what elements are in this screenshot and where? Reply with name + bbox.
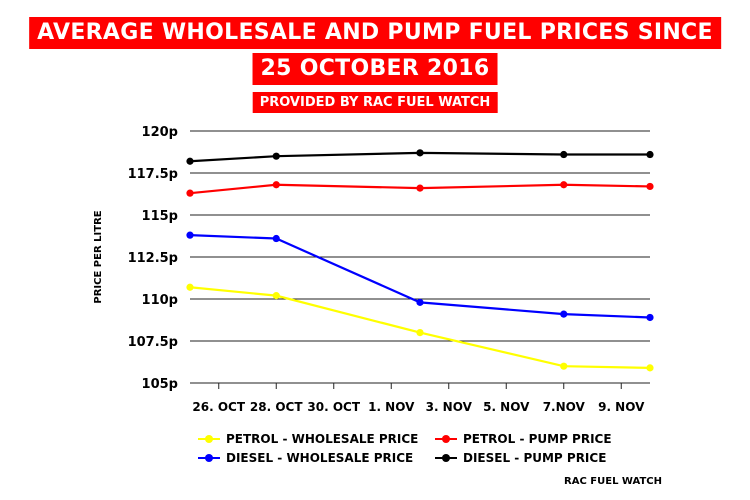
data-point xyxy=(560,310,568,318)
data-point xyxy=(646,182,654,191)
data-point xyxy=(272,292,280,300)
chart-title-line-1: AVERAGE WHOLESALE AND PUMP FUEL PRICES S… xyxy=(29,17,721,49)
y-tick-label: 115p xyxy=(142,209,178,224)
legend-swatch-petrol-wholesale xyxy=(198,435,220,443)
legend-label-diesel-pump: DIESEL - PUMP PRICE xyxy=(463,451,607,465)
x-tick-label: 28. OCT xyxy=(250,400,303,414)
legend-swatch-diesel-wholesale xyxy=(198,454,220,462)
y-tick-label: 117.5p xyxy=(128,167,178,182)
data-point xyxy=(416,329,424,337)
legend-item-petrol-pump: PETROL - PUMP PRICE xyxy=(435,432,612,446)
data-point xyxy=(560,150,568,159)
x-tick-label: 5. NOV xyxy=(483,400,530,414)
data-point xyxy=(186,157,194,165)
x-tick-label: 3. NOV xyxy=(426,400,473,414)
data-point xyxy=(646,150,654,159)
data-point xyxy=(272,152,280,160)
data-point xyxy=(416,184,424,192)
legend-label-petrol-wholesale: PETROL - WHOLESALE PRICE xyxy=(226,432,419,446)
y-tick-label: 110p xyxy=(142,293,178,308)
legend-swatch-diesel-pump xyxy=(435,454,457,462)
data-point xyxy=(646,313,654,322)
data-point xyxy=(416,149,424,157)
y-tick-label: 105p xyxy=(142,377,178,392)
legend-swatch-petrol-pump xyxy=(435,435,457,443)
y-axis-label: PRICE PER LITRE xyxy=(93,210,104,303)
legend-label-petrol-pump: PETROL - PUMP PRICE xyxy=(463,432,612,446)
data-point xyxy=(560,181,568,189)
legend-item-diesel-pump: DIESEL - PUMP PRICE xyxy=(435,451,606,465)
data-point xyxy=(272,181,280,189)
legend-label-diesel-wholesale: DIESEL - WHOLESALE PRICE xyxy=(226,451,414,465)
x-tick-label: 7.NOV xyxy=(543,400,586,414)
x-tick-label: 26. OCT xyxy=(192,400,245,414)
data-point xyxy=(186,231,194,239)
chart-title-line-2: 25 OCTOBER 2016 xyxy=(252,53,498,85)
chart-subtitle: PROVIDED BY RAC FUEL WATCH xyxy=(252,92,498,113)
data-point xyxy=(646,364,654,372)
data-point xyxy=(560,362,568,370)
x-tick-label: 1. NOV xyxy=(368,400,415,414)
y-tick-label: 112.5p xyxy=(128,251,178,266)
y-tick-label: 120p xyxy=(142,125,178,140)
data-point xyxy=(186,189,194,197)
legend-item-diesel-wholesale: DIESEL - WHOLESALE PRICE xyxy=(198,451,413,465)
legend-item-petrol-wholesale: PETROL - WHOLESALE PRICE xyxy=(198,432,418,446)
x-tick-label: 9. NOV xyxy=(598,400,645,414)
data-point xyxy=(186,283,194,291)
source-credit: RAC FUEL WATCH xyxy=(564,476,662,487)
data-point xyxy=(416,298,424,306)
data-point xyxy=(272,234,280,243)
y-tick-label: 107.5p xyxy=(128,335,178,350)
x-tick-label: 30. OCT xyxy=(307,400,360,414)
